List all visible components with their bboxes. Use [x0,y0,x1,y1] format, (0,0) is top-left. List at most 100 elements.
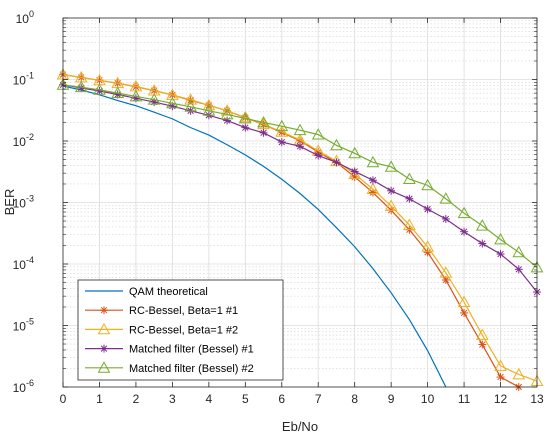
legend-label: RC-Bessel, Beta=1 #2 [129,324,238,336]
marker-stroke [442,276,450,284]
marker-stroke [314,152,322,159]
marker-stroke [424,205,431,213]
x-tick-label: 0 [60,392,67,406]
star-marker [223,116,232,125]
triangle-marker [366,182,380,195]
x-tick-label: 2 [133,392,140,406]
legend-label: Matched filter (Bessel) #2 [129,363,254,375]
triangle-marker [166,96,179,109]
marker-stroke [406,195,413,203]
y-tick-exponent: 0 [29,9,34,19]
triangle-marker [97,322,111,335]
marker-stroke [278,138,286,146]
triangle-marker [202,98,216,111]
triangle-marker [166,88,179,100]
series-5 [56,78,544,273]
x-tick-label: 11 [458,392,471,406]
y-axis-label: BER [2,189,17,216]
triangle-marker [403,218,416,230]
marker-stroke [96,87,103,95]
legend-item: RC-Bessel, Beta=1 #1 [85,305,238,317]
triangle-marker [257,115,270,128]
marker-stroke [442,215,450,223]
marker-stroke [296,143,304,150]
marker-stroke [460,228,468,235]
series-line [62,74,538,382]
star-marker [405,194,414,203]
marker-stroke [333,159,340,166]
triangle-marker [457,295,471,308]
triangle-marker [257,117,270,130]
marker-stroke [351,168,358,175]
triangle-marker [129,89,143,102]
triangle-marker [184,93,197,105]
series-line [62,85,447,388]
triangle-marker [330,138,343,151]
x-tick-label: 1 [96,392,103,406]
triangle-marker [348,146,362,159]
triangle-marker [439,192,453,204]
star-marker [460,227,469,236]
x-axis-label: Eb/No [282,419,318,434]
y-tick-label: 10-1 [13,71,34,88]
triangle-marker [439,266,453,278]
star-marker [514,265,523,274]
star-marker [387,186,396,195]
star-marker [259,128,268,137]
y-tick-label: 10-2 [13,132,34,149]
y-tick-exponent: -2 [26,132,34,142]
y-tick-exponent: -5 [26,317,34,327]
x-tick-label: 10 [421,392,435,406]
x-tick-label: 8 [351,392,358,406]
marker-stroke [497,250,504,258]
x-tick-label: 6 [278,392,285,406]
triangle-marker [384,160,398,172]
star-marker [496,250,505,259]
legend-item: Matched filter (Bessel) #2 [85,361,254,375]
triangle-marker [202,104,216,116]
x-tick-label: 4 [206,392,213,406]
y-tick-base: 10 [13,197,27,211]
star-marker [441,214,450,223]
marker-stroke [479,240,486,247]
y-tick-base: 10 [13,320,27,334]
y-tick-base: 10 [13,381,27,395]
y-tick-label: 10-5 [13,317,34,334]
triangle-marker [475,219,489,231]
marker-stroke [114,91,121,98]
y-tick-exponent: -3 [26,194,34,204]
triangle-marker [494,359,507,371]
x-tick-label: 3 [169,392,176,406]
star-marker [277,138,286,147]
triangle-marker [74,80,88,93]
star-marker [350,167,359,176]
marker-stroke [260,129,267,137]
marker-stroke [100,345,108,352]
triangle-marker [421,240,434,252]
y-tick-label: 10-6 [13,378,34,395]
star-marker [332,158,341,167]
marker-stroke [515,266,523,273]
y-tick-label: 10-3 [13,194,34,211]
legend-item: Matched filter (Bessel) #1 [85,344,254,356]
triangle-marker [494,232,507,245]
triangle-marker [147,93,161,105]
triangle-marker [275,119,289,132]
triangle-marker [293,123,307,136]
triangle-marker [111,86,125,99]
y-tick-base: 10 [16,12,30,26]
y-tick-base: 10 [13,258,27,272]
star-marker [478,239,487,248]
triangle-marker [384,199,398,211]
y-tick-exponent: -4 [26,255,34,265]
x-tick-labels: 0 1 2 3 4 5 6 7 8 9 10 11 12 13 [60,392,544,406]
triangle-marker [93,83,106,95]
star-marker [460,308,469,317]
triangle-marker [512,367,526,380]
marker-stroke [100,306,108,314]
star-marker [478,340,487,349]
star-marker [314,151,323,160]
x-tick-label: 5 [242,392,249,406]
legend-item: RC-Bessel, Beta=1 #2 [85,322,238,336]
